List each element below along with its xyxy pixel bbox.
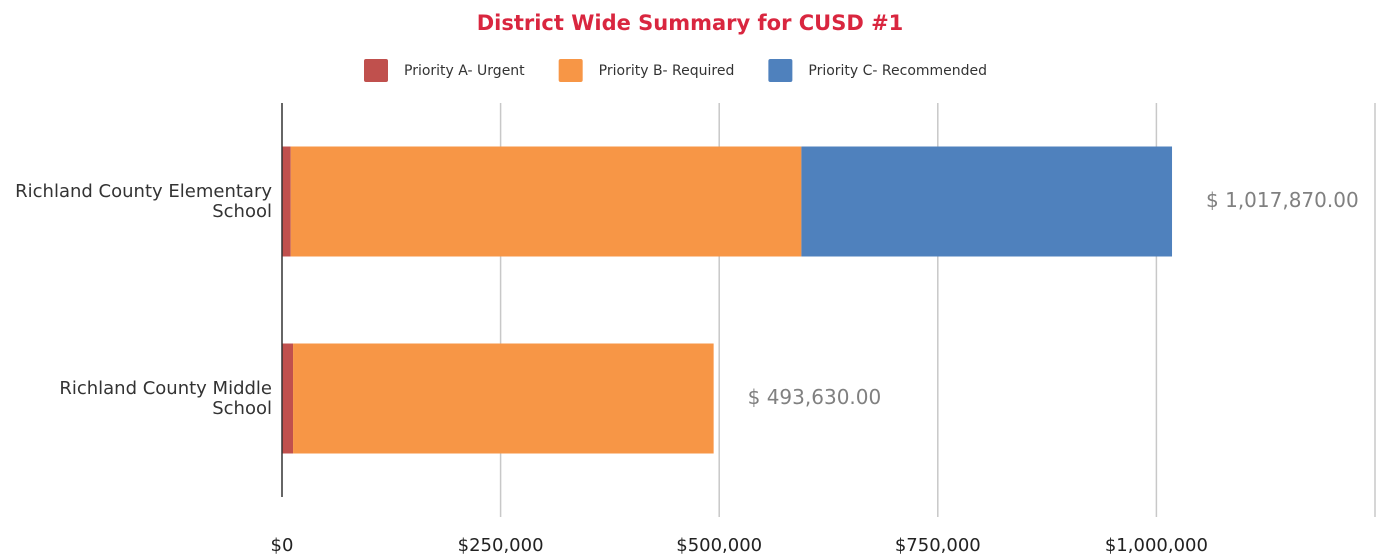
total-label: $ 1,017,870.00: [1206, 188, 1359, 212]
total-label: $ 493,630.00: [748, 385, 882, 409]
legend-swatch: [768, 59, 793, 82]
bar-segment: [282, 146, 291, 257]
legend-label: Priority B- Required: [599, 63, 735, 79]
x-tick-label: $0: [271, 535, 294, 556]
x-tick-label: $250,000: [458, 535, 544, 556]
y-tick-label: Richland County Elementary School: [15, 180, 272, 222]
legend-label: Priority C- Recommended: [808, 63, 987, 79]
bar-segment: [282, 343, 294, 454]
x-tick-label: $500,000: [676, 535, 762, 556]
chart-title: District Wide Summary for CUSD #1: [477, 11, 904, 35]
bar-segment: [290, 146, 802, 257]
x-tick-label: $750,000: [895, 535, 981, 556]
y-tick-label: Richland County Middle School: [59, 377, 272, 419]
legend-swatch: [558, 59, 583, 82]
x-tick-label: $1,000,000: [1105, 535, 1208, 556]
legend-swatch: [364, 59, 388, 82]
legend-label: Priority A- Urgent: [404, 63, 525, 79]
bar-segment: [801, 146, 1173, 257]
bar-segment: [293, 343, 714, 454]
